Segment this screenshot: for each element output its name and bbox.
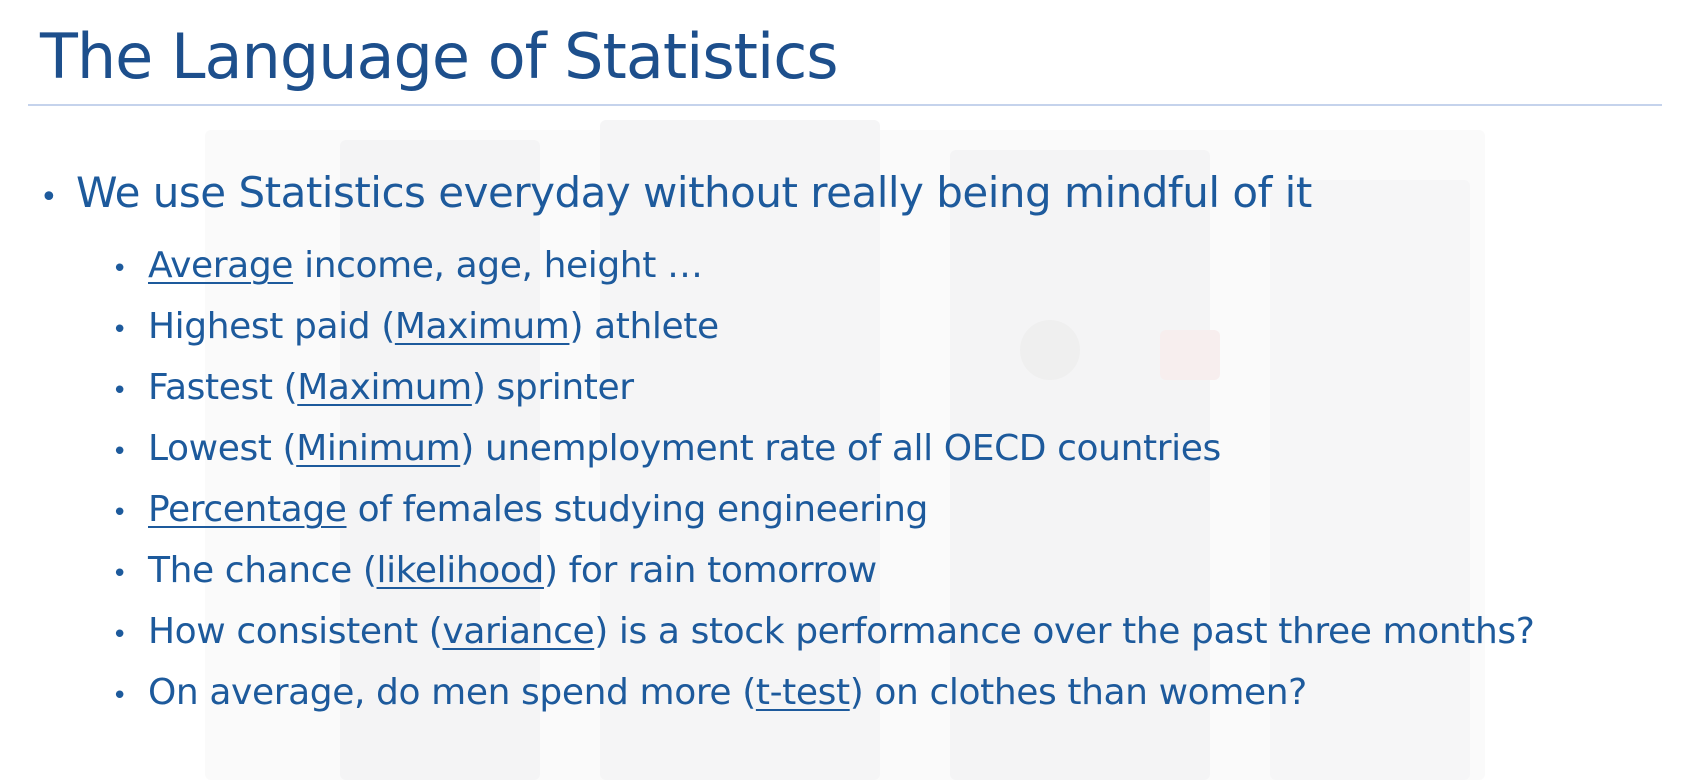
bullet-icon: •: [112, 437, 127, 467]
item-keyword: Maximum: [394, 306, 570, 347]
item-text: Fastest (Maximum) sprinter: [148, 357, 634, 418]
item-text: How consistent (variance) is a stock per…: [148, 601, 1535, 662]
item-text-pre: Lowest (: [148, 428, 297, 469]
item-text-post: ) is a stock performance over the past t…: [594, 611, 1535, 652]
item-text-post: ) sprinter: [471, 367, 634, 408]
background-watermark-shape: [340, 140, 540, 780]
item-keyword: Minimum: [296, 428, 461, 469]
list-item: • On average, do men spend more (t-test)…: [112, 662, 1680, 723]
item-text-pre: Fastest (: [148, 367, 298, 408]
bullet-icon: •: [112, 559, 127, 589]
item-text: Average income, age, height …: [148, 235, 703, 296]
item-text-post: ) on clothes than women?: [849, 672, 1308, 713]
bullet-icon: •: [112, 498, 127, 528]
list-item: • How consistent (variance) is a stock p…: [112, 601, 1680, 662]
item-keyword: variance: [442, 611, 595, 652]
list-item: • Average income, age, height …: [112, 235, 1680, 296]
item-text-post: of females studying engineering: [346, 489, 929, 530]
item-text-post: ) unemployment rate of all OECD countrie…: [460, 428, 1221, 469]
item-text: On average, do men spend more (t-test) o…: [148, 662, 1307, 723]
background-watermark-shape: [1270, 180, 1470, 780]
item-text: Highest paid (Maximum) athlete: [148, 296, 719, 357]
list-item: • Lowest (Minimum) unemployment rate of …: [112, 418, 1680, 479]
item-text: Percentage of females studying engineeri…: [148, 479, 928, 540]
item-text: The chance (likelihood) for rain tomorro…: [148, 540, 877, 601]
bullet-icon: •: [112, 254, 127, 284]
background-watermark-shape: [1160, 330, 1220, 380]
item-keyword: Maximum: [297, 367, 472, 408]
item-text-pre: The chance (: [148, 550, 377, 591]
background-watermark-shape: [950, 150, 1210, 780]
background-watermark-shape: [600, 120, 880, 780]
item-keyword: Average: [148, 245, 294, 286]
item-text-pre: On average, do men spend more (: [148, 672, 756, 713]
item-text: Lowest (Minimum) unemployment rate of al…: [148, 418, 1221, 479]
bullet-icon: •: [112, 620, 127, 650]
bullet-icon: •: [112, 376, 127, 406]
item-text-post: ) athlete: [569, 306, 719, 347]
bullet-icon: •: [112, 681, 127, 711]
item-text-post: ) for rain tomorrow: [543, 550, 877, 591]
slide-body: • We use Statistics everyday without rea…: [40, 168, 1680, 723]
list-item: • Highest paid (Maximum) athlete: [112, 296, 1680, 357]
list-item: • Fastest (Maximum) sprinter: [112, 357, 1680, 418]
item-text-pre: How consistent (: [148, 611, 443, 652]
title-divider: [28, 104, 1662, 106]
sub-bullet-list: • Average income, age, height … • Highes…: [112, 235, 1680, 723]
list-item: • The chance (likelihood) for rain tomor…: [112, 540, 1680, 601]
item-keyword: Percentage: [148, 489, 347, 530]
slide-title: The Language of Statistics: [40, 20, 839, 93]
background-watermark-shape: [1020, 320, 1080, 380]
item-keyword: likelihood: [376, 550, 545, 591]
main-bullet-text: We use Statistics everyday without reall…: [76, 168, 1312, 217]
item-text-post: income, age, height …: [293, 245, 703, 286]
bullet-icon: •: [40, 180, 58, 215]
item-text-pre: Highest paid (: [148, 306, 395, 347]
list-item: • Percentage of females studying enginee…: [112, 479, 1680, 540]
main-bullet: • We use Statistics everyday without rea…: [40, 168, 1680, 217]
item-keyword: t-test: [755, 672, 850, 713]
bullet-icon: •: [112, 315, 127, 345]
